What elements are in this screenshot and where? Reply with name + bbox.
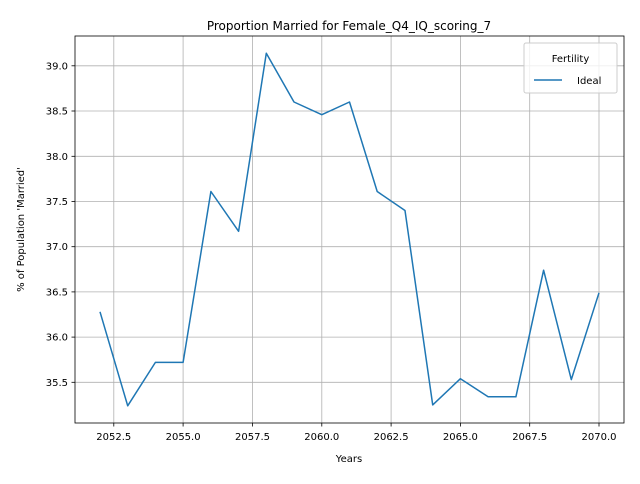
x-tick-label: 2057.5 [235,432,270,443]
series-lines [100,53,599,406]
x-tick-label: 2055.0 [166,432,201,443]
x-tick-label: 2065.0 [443,432,478,443]
x-tick-label: 2052.5 [96,432,131,443]
x-tick-label: 2067.5 [512,432,547,443]
legend-label: Ideal [577,76,601,87]
grid-lines [75,36,624,423]
x-tick-label: 2062.5 [374,432,409,443]
y-axis-ticks: 35.5 36.0 36.5 37.0 37.5 38.0 38.5 39.0 [46,61,75,389]
series-line-ideal [100,53,599,406]
x-tick-label: 2070.0 [582,432,617,443]
y-tick-label: 36.0 [46,333,68,344]
y-axis-label: % of Population 'Married' [16,167,27,292]
y-tick-label: 36.5 [46,287,68,298]
y-tick-label: 37.0 [46,242,68,253]
x-axis-label: Years [335,454,362,465]
y-tick-label: 37.5 [46,197,68,208]
chart-title: Proportion Married for Female_Q4_IQ_scor… [207,19,491,33]
x-axis-ticks: 2052.5 2055.0 2057.5 2060.0 2062.5 2065.0 2067… [96,423,616,443]
y-tick-label: 39.0 [46,61,68,72]
legend: Fertility Ideal [524,43,617,93]
y-tick-label: 38.5 [46,107,68,118]
plot-frame [75,36,624,423]
y-tick-label: 35.5 [46,378,68,389]
y-tick-label: 38.0 [46,152,68,163]
x-tick-label: 2060.0 [304,432,339,443]
legend-box [524,43,617,93]
legend-title: Fertility [552,54,590,65]
